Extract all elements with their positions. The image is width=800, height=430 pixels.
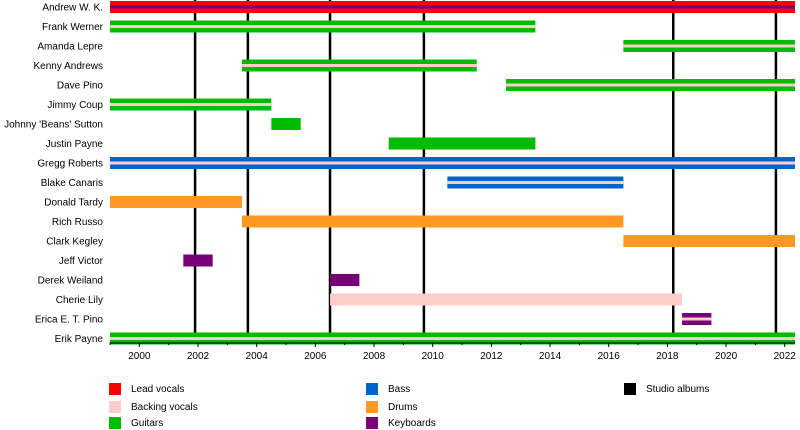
member-name-jimmy-coup: Jimmy Coup — [47, 100, 103, 111]
bar-rich-russo-0 — [242, 215, 624, 228]
member-name-andrew-w-k: Andrew W. K. — [42, 3, 103, 14]
member-name-clark-kegley: Clark Kegley — [46, 237, 103, 248]
x-tick-label-2000: 2000 — [128, 351, 151, 362]
bar-clark-kegley-0 — [623, 235, 795, 247]
bar-stripe-amanda-lepre-0 — [623, 44, 795, 48]
member-names: Andrew W. K. Frank Werner Amanda Lepre Kenn… — [4, 3, 104, 346]
x-tick-label-2010: 2010 — [422, 351, 445, 362]
member-name-kenny-andrews: Kenny Andrews — [34, 61, 104, 72]
bar-jeff-victor-0 — [183, 254, 213, 267]
bar-stripe-dave-pino-0 — [506, 83, 795, 87]
bar-cherie-lily-0 — [330, 293, 683, 306]
bar-stripe-gregg-roberts-0 — [110, 161, 795, 165]
bar-johnny-beans-sutton-0 — [271, 118, 301, 130]
member-name-jeff-victor: Jeff Victor — [59, 256, 104, 267]
bar-justin-payne-0 — [388, 137, 536, 150]
member-name-rich-russo: Rich Russo — [52, 217, 104, 228]
bar-stripe-frank-werner-0 — [110, 25, 536, 28]
member-name-derek-weiland: Derek Weiland — [38, 276, 103, 287]
x-tick-label-2022: 2022 — [774, 351, 797, 362]
member-name-erik-payne: Erik Payne — [55, 334, 104, 345]
x-tick-label-2006: 2006 — [304, 351, 327, 362]
bar-donald-tardy-0 — [110, 196, 243, 208]
x-tick-label-2008: 2008 — [363, 351, 386, 362]
member-name-blake-canaris: Blake Canaris — [41, 178, 103, 189]
member-name-gregg-roberts: Gregg Roberts — [37, 159, 103, 170]
studio-album-lines — [193, 0, 778, 343]
member-name-donald-tardy: Donald Tardy — [44, 198, 103, 209]
x-tick-label-2016: 2016 — [598, 351, 621, 362]
bar-stripe-erik-payne-0 — [110, 337, 795, 340]
bar-stripe-andrew-w-k-0 — [110, 5, 795, 9]
x-tick-label-2014: 2014 — [539, 351, 562, 362]
member-name-amanda-lepre: Amanda Lepre — [37, 42, 103, 53]
bar-stripe-jimmy-coup-0 — [110, 103, 272, 106]
member-name-johnny-beans-sutton: Johnny 'Beans' Sutton — [4, 120, 103, 131]
bar-derek-weiland-0 — [330, 274, 360, 286]
x-tick-label-2002: 2002 — [187, 351, 210, 362]
member-name-erica-e-t-pino: Erica E. T. Pino — [35, 315, 104, 326]
x-tick-label-2012: 2012 — [480, 351, 503, 362]
x-tick-label-2004: 2004 — [246, 351, 269, 362]
x-axis: 2000 2002 2004 2006 2008 2010 2012 2014 2016 2018… — [109, 342, 797, 362]
x-tick-label-2020: 2020 — [715, 351, 738, 362]
bar-stripe-erica-e-t-pino-0 — [682, 317, 712, 321]
x-tick-label-2018: 2018 — [656, 351, 679, 362]
member-name-frank-werner: Frank Werner — [42, 22, 104, 33]
bar-stripe-kenny-andrews-0 — [242, 64, 477, 67]
bar-stripe-blake-canaris-0 — [447, 181, 624, 184]
member-bars — [110, 1, 795, 345]
member-name-cherie-lily: Cherie Lily — [56, 295, 103, 306]
member-name-dave-pino: Dave Pino — [57, 81, 104, 92]
member-name-justin-payne: Justin Payne — [46, 139, 104, 150]
